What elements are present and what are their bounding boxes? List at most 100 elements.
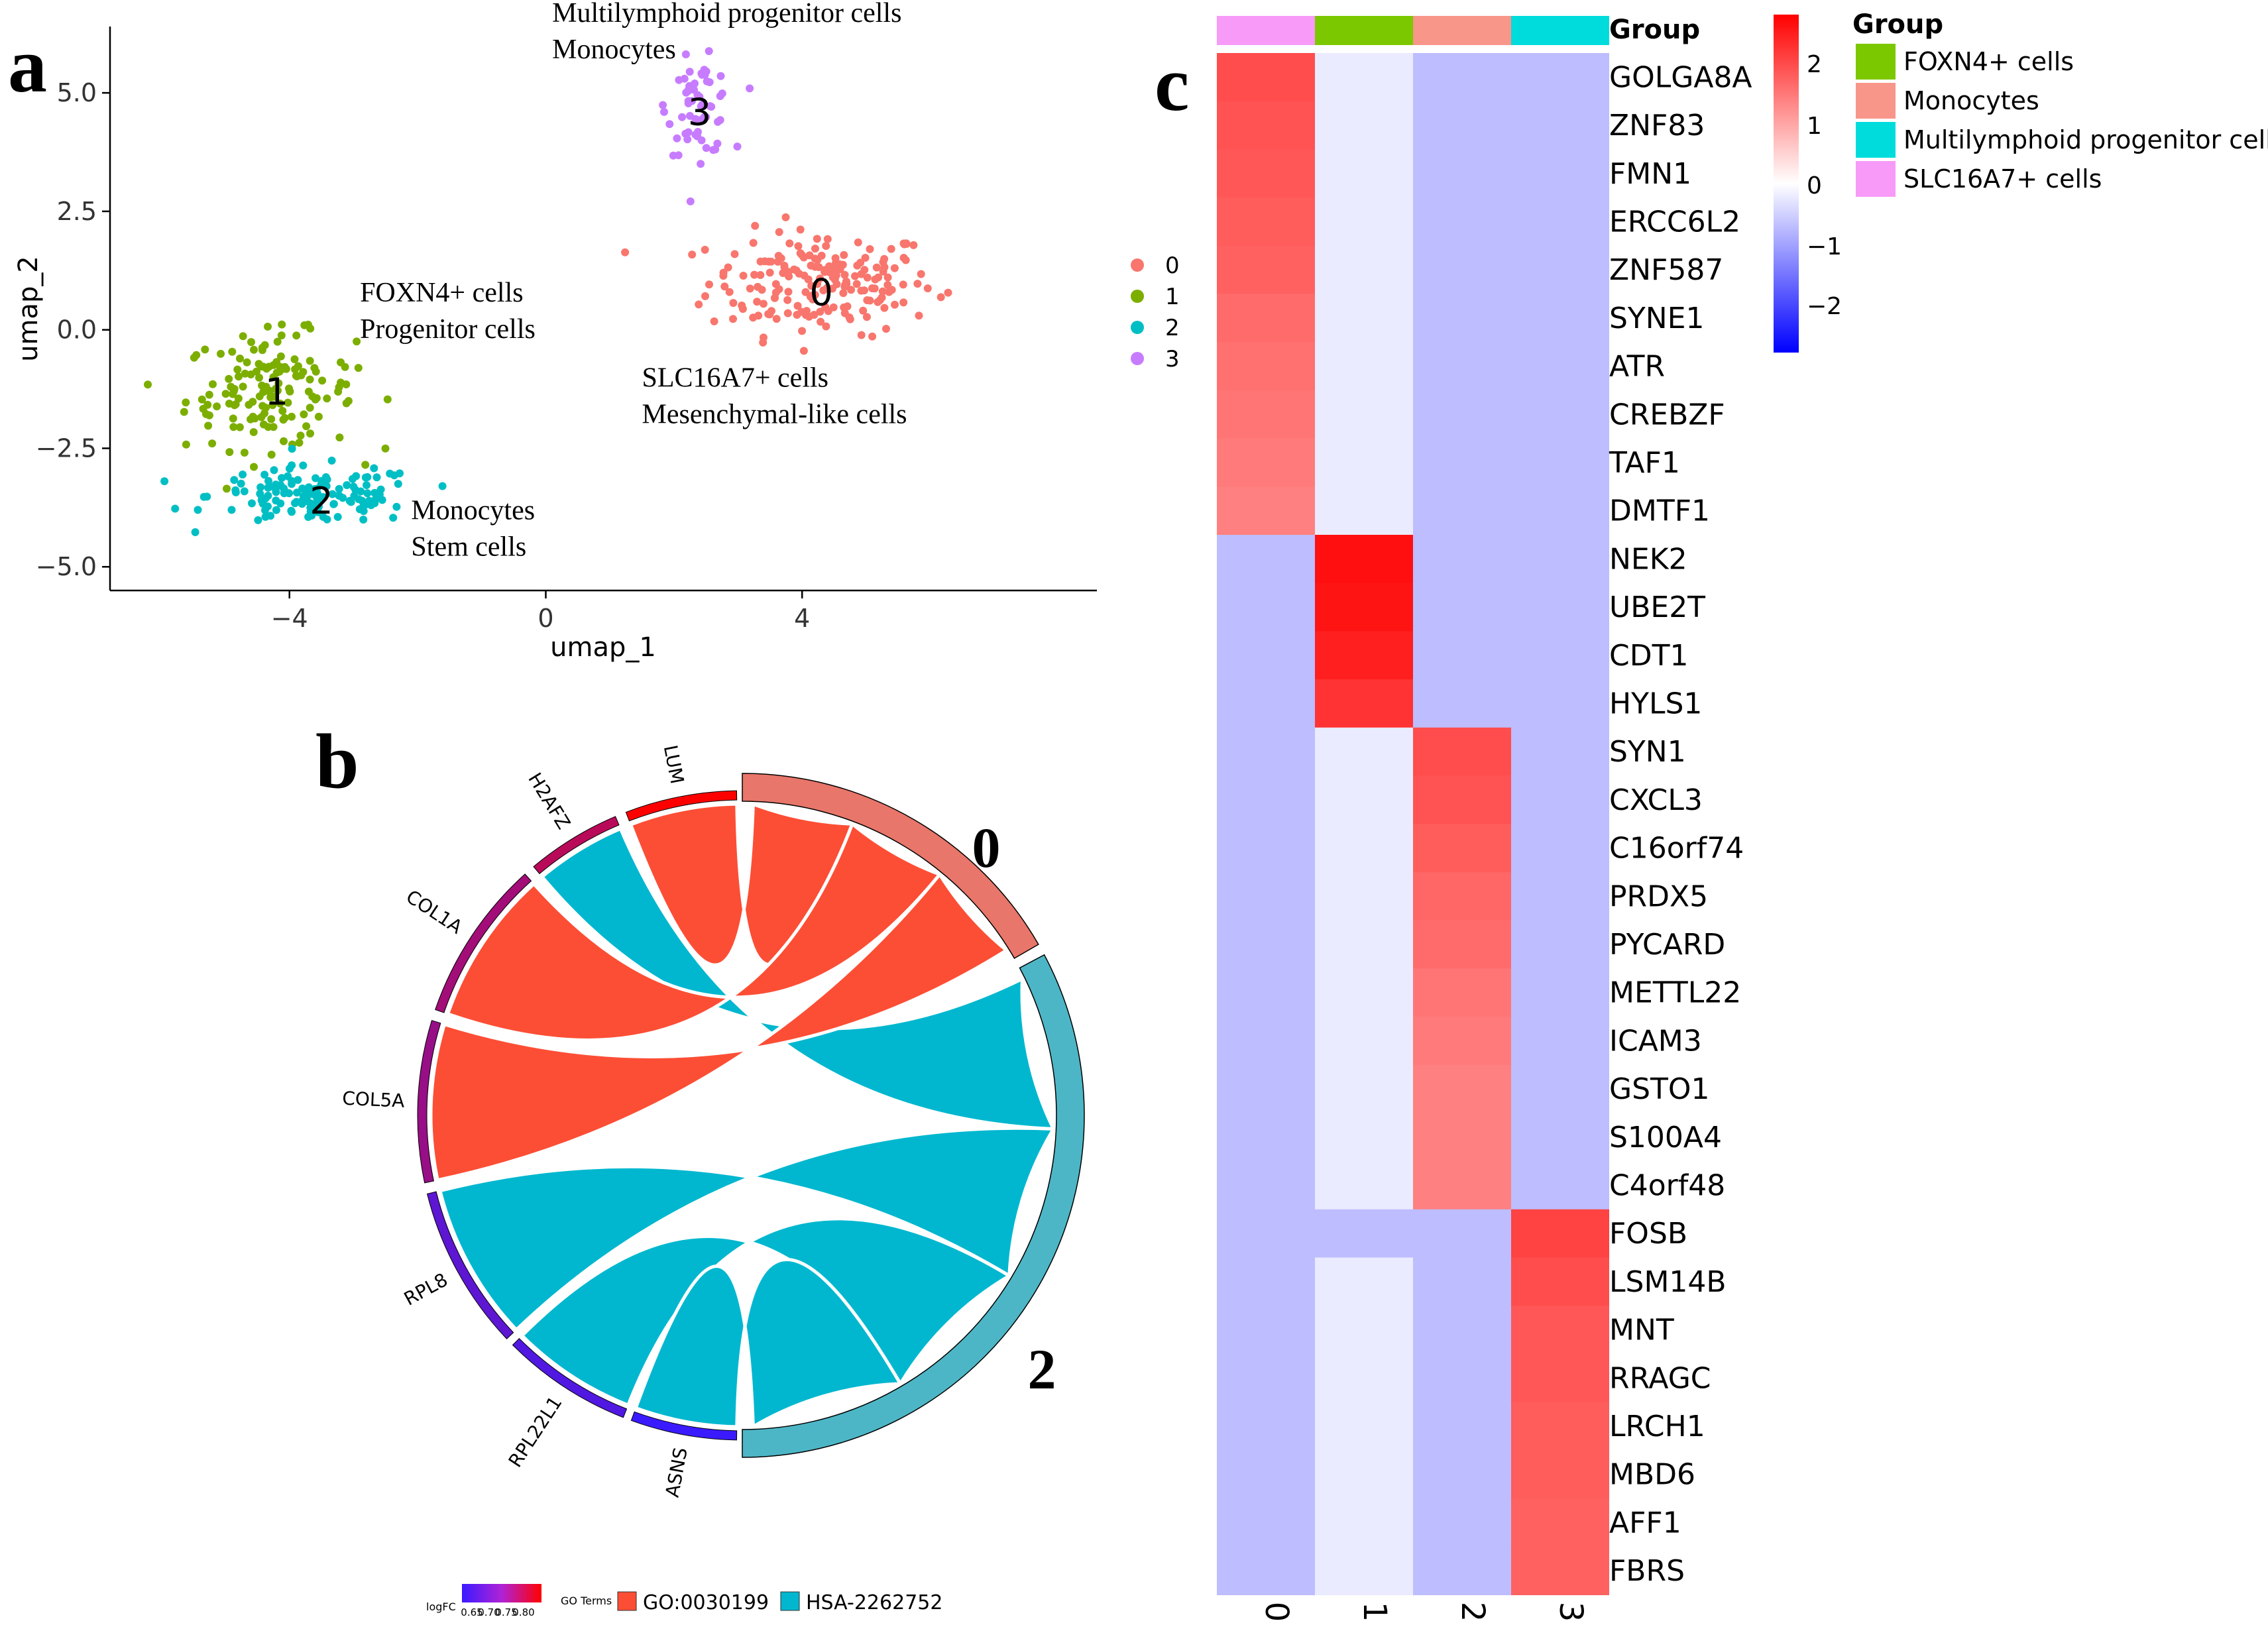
chord-links [429, 801, 1056, 1430]
umap-point-cluster-0 [852, 280, 861, 288]
heatmap-annotation-cell-1 [1315, 16, 1413, 45]
umap-annotation: SLC16A7+ cells Mesenchymal-like cells [642, 363, 907, 429]
umap-point-cluster-1 [229, 423, 238, 431]
group-legend-swatch [1856, 161, 1896, 197]
heatmap-cell [1217, 727, 1315, 777]
umap-point-cluster-1 [201, 345, 209, 354]
heatmap-cell [1315, 486, 1413, 535]
umap-point-cluster-0 [813, 235, 821, 243]
umap-point-cluster-1 [279, 416, 288, 424]
heatmap-cell [1511, 1257, 1609, 1306]
umap-point-cluster-2 [357, 487, 365, 496]
umap-point-cluster-1 [297, 371, 306, 380]
heatmap-cell [1511, 1017, 1609, 1066]
umap-point-cluster-1 [280, 437, 288, 445]
umap-point-cluster-3 [673, 134, 681, 142]
umap-point-cluster-2 [299, 461, 308, 470]
heatmap-cell [1413, 101, 1511, 150]
umap-point-cluster-0 [843, 302, 852, 311]
umap-xtick-label: 0 [538, 604, 553, 633]
umap-point-cluster-0 [730, 250, 739, 258]
umap-point-cluster-2 [288, 508, 296, 516]
heatmap-cell [1217, 342, 1315, 391]
heatmap-cell [1217, 631, 1315, 680]
chord-gene-sector-col5a [417, 1020, 441, 1184]
umap-point-cluster-1 [253, 367, 260, 376]
umap-point-cluster-3 [697, 102, 705, 111]
umap-point-cluster-2 [333, 513, 342, 521]
heatmap-row-label: UBE2T [1609, 590, 1705, 624]
umap-point-cluster-0 [805, 251, 814, 260]
umap-point-cluster-2 [390, 471, 398, 480]
heatmap-cell [1413, 486, 1511, 535]
umap-point-cluster-3 [682, 88, 691, 97]
go-legend-title: GO Terms [561, 1595, 612, 1607]
umap-point-cluster-0 [771, 280, 780, 288]
heatmap-cell [1217, 920, 1315, 969]
umap-point-cluster-2 [298, 484, 307, 493]
heatmap-row-label: C16orf74 [1609, 832, 1744, 866]
umap-point-cluster-1 [265, 387, 274, 396]
heatmap-column-label: 3 [1552, 1602, 1589, 1622]
umap-point-cluster-1 [272, 384, 280, 393]
heatmap-row-label: HYLS1 [1609, 687, 1702, 720]
umap-point-cluster-0 [781, 213, 790, 221]
heatmap-cell [1217, 1402, 1315, 1451]
umap-legend-key-2 [1131, 321, 1144, 334]
heatmap-cell [1413, 1450, 1511, 1499]
heatmap-cell [1217, 583, 1315, 632]
umap-point-cluster-2 [304, 483, 313, 492]
umap-point-cluster-2 [350, 492, 359, 500]
heatmap-cell [1217, 1113, 1315, 1162]
umap-point-cluster-1 [225, 400, 233, 408]
umap-point-cluster-0 [756, 271, 765, 279]
umap-point-cluster-1 [225, 374, 233, 383]
umap-point-cluster-2 [359, 516, 368, 524]
umap-point-cluster-1 [209, 380, 217, 388]
umap-point-cluster-1 [255, 360, 263, 368]
chord-gene-label-rpl22l1: RPL22L1 [504, 1392, 567, 1471]
umap-point-cluster-3 [685, 82, 694, 90]
heatmap-row-label: TAF1 [1609, 446, 1680, 480]
heatmap-cell [1217, 775, 1315, 824]
heatmap-cell [1511, 486, 1609, 535]
heatmap-cell [1315, 583, 1413, 632]
umap-annotation-line: Progenitor cells [360, 314, 536, 345]
umap-point-cluster-1 [275, 367, 284, 376]
umap-point-cluster-1 [318, 376, 327, 385]
umap-point-cluster-0 [832, 280, 841, 288]
heatmap-column-annotation [1217, 16, 1609, 45]
umap-point-cluster-0 [828, 273, 837, 282]
heatmap-colorbar-tick: 0 [1807, 172, 1822, 199]
heatmap-cell [1511, 342, 1609, 391]
logfc-colorbar [462, 1584, 541, 1602]
umap-point-cluster-1 [288, 412, 296, 421]
umap-point-cluster-0 [796, 249, 805, 258]
umap-point-cluster-0 [880, 304, 889, 312]
heatmap-cell [1511, 679, 1609, 728]
umap-ytick-label: 0.0 [57, 315, 97, 345]
umap-point-cluster-1 [235, 372, 243, 381]
chord-gene-label-rpl8: RPL8 [400, 1268, 451, 1310]
umap-annotation: Multilymphoid progenitor cells Monocytes [552, 0, 901, 65]
umap-point-cluster-0 [872, 263, 881, 272]
umap-point-cluster-1 [233, 365, 242, 374]
heatmap-cell [1315, 294, 1413, 343]
umap-point-cluster-1 [144, 380, 152, 389]
heatmap-cell [1315, 1306, 1413, 1355]
heatmap-row-label: GOLGA8A [1609, 60, 1752, 94]
umap-point-cluster-0 [859, 306, 868, 315]
umap-point-cluster-1 [228, 347, 237, 356]
umap-ticks: −4 0 4 −5.0 −2.5 0.0 2.5 5.0 [36, 78, 811, 633]
heatmap-cell [1511, 583, 1609, 632]
umap-point-cluster-1 [269, 373, 278, 382]
heatmap-row-label: ATR [1609, 350, 1665, 384]
logfc-ticks: 0.650.700.750.80 [461, 1606, 534, 1618]
umap-point-cluster-2 [339, 494, 347, 502]
heatmap-row-labels: GOLGA8A ZNF83 FMN1 ERCC6L2 ZNF587 SYNE1 ATR CRE… [1609, 60, 1752, 1588]
umap-point-cluster-1 [353, 337, 361, 346]
heatmap-color-legend [1774, 15, 1799, 353]
umap-point-cluster-2 [240, 487, 249, 496]
umap-point-cluster-0 [783, 296, 792, 304]
heatmap-cell [1315, 1546, 1413, 1595]
